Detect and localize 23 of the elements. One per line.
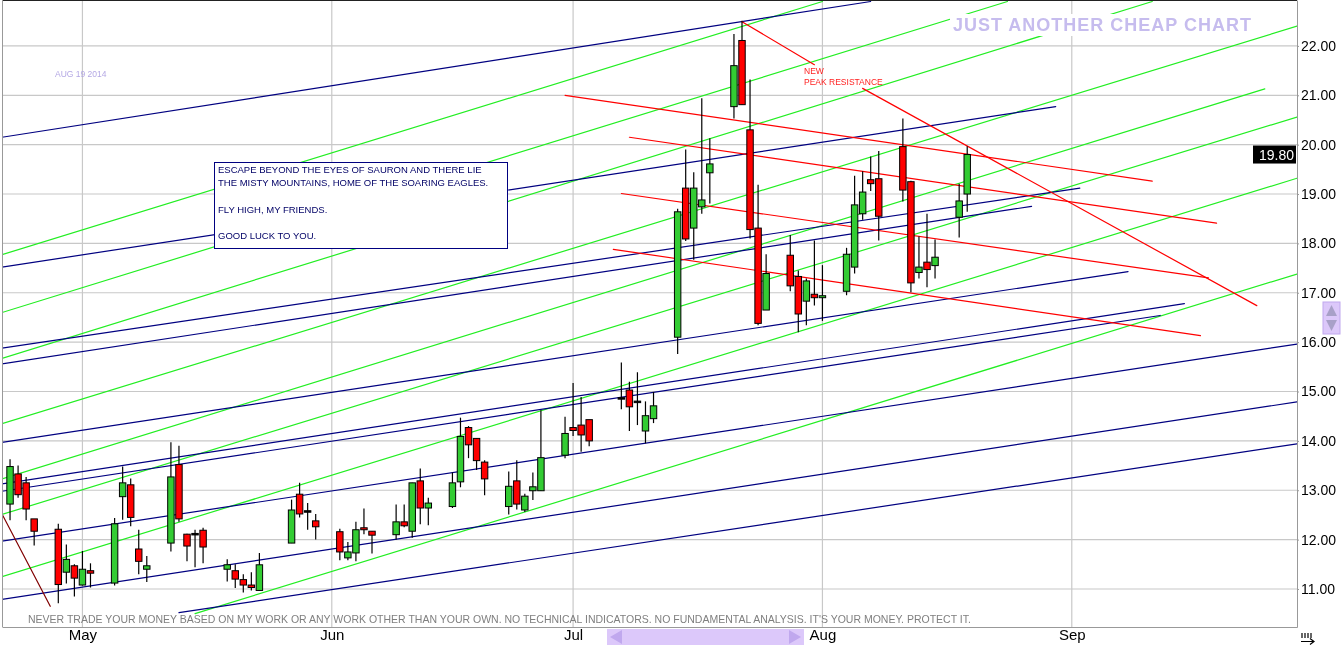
text: JUST ANOTHER CHEAP CHART [952, 15, 1252, 35]
y-tick-label: 12.00 [1301, 531, 1337, 548]
y-tick-label: 16.00 [1301, 334, 1337, 351]
x-tick-label: Sep [1058, 625, 1086, 643]
annotation: NEW PEAK RESISTANCE [804, 66, 884, 87]
x-tick-label: May [68, 625, 98, 643]
y-tick-label: 21.00 [1301, 87, 1337, 104]
x-tick-label: Aug [809, 625, 837, 643]
y-tick-label: 15.00 [1301, 383, 1337, 400]
annotation: NEVER TRADE YOUR MONEY BASED ON MY WORK OR ANY WORK OTHER THAN YOUR OWN. NO TECHNICAL INDICATORS. NO FUNDAMENTAL ANALYSIS. IT'S YOUR MONEY. PROTECT IT. [28, 613, 971, 625]
text: ESCAPE BEYOND THE EYES OF SAURON AND THERE LIE THE MISTY MOUNTAINS, HOME OF THE SOARING EAGLES. FLY HIGH, MY FRIENDS. GOOD LUCK TO YOU. [218, 164, 489, 241]
y-tick-label: 18.00 [1301, 235, 1337, 252]
y-tick-label: 14.00 [1301, 432, 1337, 449]
y-tick-label: 20.00 [1301, 136, 1337, 153]
y-tick-label: 13.00 [1301, 482, 1337, 499]
y-tick-label: 22.00 [1301, 37, 1337, 54]
y-tick-label: 11.00 [1301, 580, 1336, 597]
y-tick-label: 17.00 [1301, 284, 1337, 301]
x-tick-label: Jul [563, 625, 584, 643]
x-tick-label: Jun [320, 625, 345, 643]
annotation: AUG 19 2014 [55, 69, 107, 79]
annotation: 19.80 [1258, 146, 1295, 163]
y-tick-label: 19.00 [1301, 186, 1337, 202]
